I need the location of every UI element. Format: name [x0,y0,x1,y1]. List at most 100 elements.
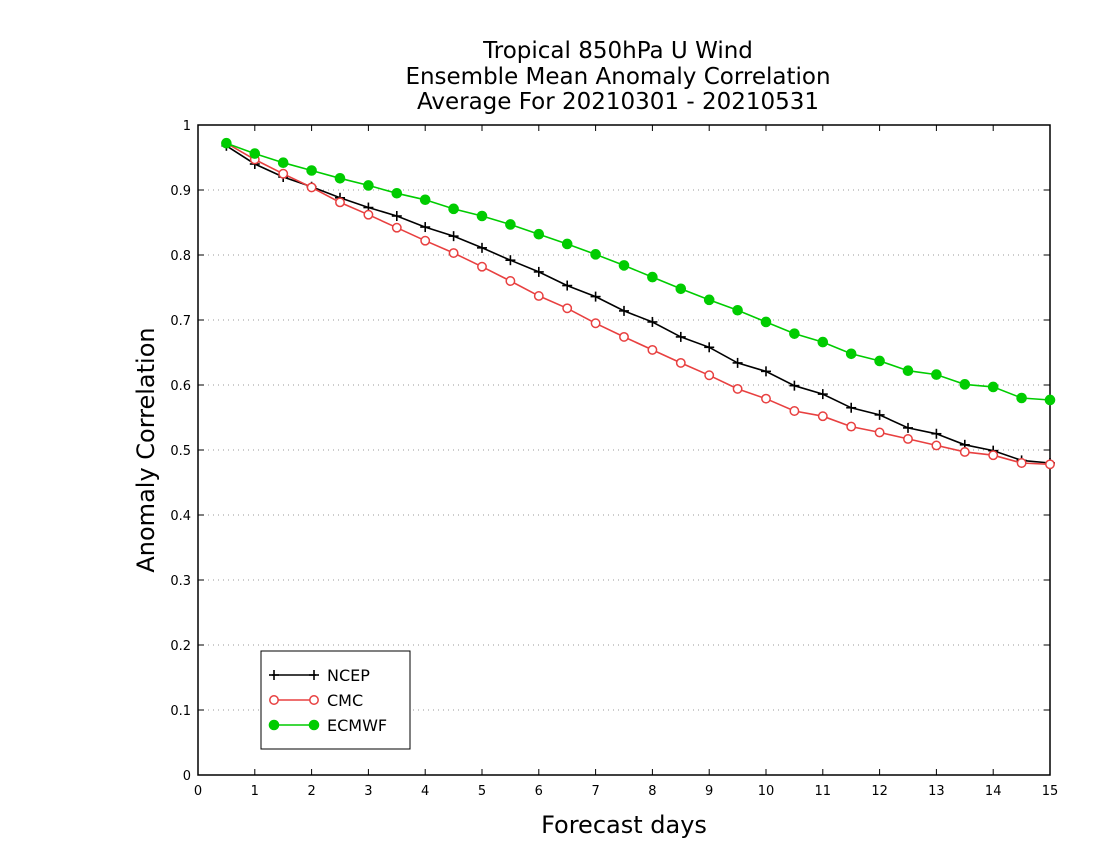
data-point-ncep [505,255,516,266]
x-tick-label: 3 [364,784,372,799]
data-point-ncep [704,342,715,353]
x-tick-label: 15 [1042,784,1059,799]
data-point-ecmwf [561,238,573,250]
title-line-1: Tropical 850hPa U Wind [482,38,753,64]
data-point-cmc [874,427,885,438]
data-point-cmc [1045,459,1055,470]
x-tick-label: 7 [591,784,599,799]
data-point-ecmwf [533,228,545,240]
series-line-cmc [226,142,1051,466]
series-ecmwf [221,137,1056,406]
data-point-cmc [619,331,629,342]
data-point-ncep [675,331,686,342]
y-tick-label: 1 [183,119,191,134]
data-point-ecmwf [419,194,431,206]
legend-marker-ncep [269,670,279,680]
data-point-ecmwf [902,365,914,377]
x-tick-label: 5 [478,784,486,799]
legend-label-ncep: NCEP [327,666,370,685]
data-point-ncep [448,231,459,242]
data-point-cmc [761,393,771,404]
data-point-ecmwf [334,173,346,184]
data-point-cmc [817,411,828,422]
data-point-ecmwf [845,348,857,360]
data-point-cmc [420,235,431,246]
legend-label-ecmwf: ECMWF [327,716,387,735]
data-point-ncep [931,428,942,439]
data-point-ecmwf [987,381,999,393]
y-tick-label: 0.7 [170,314,191,329]
x-tick-label: 13 [928,784,945,799]
data-point-ncep [846,402,857,413]
data-point-ncep [590,291,601,302]
y-tick-label: 0.4 [170,509,191,524]
title-line-3: Average For 20210301 - 20210531 [417,89,819,115]
data-point-cmc [732,383,743,394]
data-point-ecmwf [959,379,971,390]
data-point-cmc [789,406,800,416]
data-point-ecmwf [789,328,800,339]
data-point-ecmwf [306,165,317,176]
title-line-2: Ensemble Mean Anomaly Correlation [405,64,830,90]
data-point-ecmwf [760,316,772,328]
data-point-ecmwf [277,157,289,168]
x-tick-label: 9 [705,784,713,799]
data-point-ecmwf [1044,394,1056,406]
gridlines [198,189,1050,711]
x-tick-label: 14 [985,784,1002,799]
y-tick-label: 0.8 [170,249,191,264]
x-tick-labels: 0 1 2 3 4 5 6 7 8 9 10 11 12 13 14 15 [194,784,1058,799]
y-tick-label: 0.5 [170,444,191,459]
data-point-ncep [562,280,573,291]
x-tick-label: 6 [535,784,543,799]
data-point-cmc [1016,458,1027,468]
data-point-ncep [533,266,544,277]
data-point-cmc [590,318,601,329]
x-tick-label: 11 [815,784,832,799]
data-point-cmc [306,182,317,193]
legend: NCEP CMC ECMWF [260,650,411,750]
data-point-ncep [817,389,828,400]
data-point-ecmwf [391,187,403,199]
data-point-ncep [903,422,913,433]
data-point-cmc [647,344,658,355]
x-tick-label: 0 [194,784,202,799]
data-point-ecmwf [675,283,687,295]
chart-title: Tropical 850hPa U Wind Ensemble Mean Ano… [405,38,830,115]
data-point-ecmwf [476,210,488,222]
data-point-cmc [846,421,857,432]
x-tick-label: 1 [251,784,259,799]
data-point-cmc [477,261,487,272]
data-point-cmc [988,450,999,461]
y-tick-labels: 0 0.1 0.2 0.3 0.4 0.5 0.6 0.7 0.8 0.9 1 [170,119,191,784]
series-line-ecmwf [226,142,1051,401]
data-point-cmc [704,370,715,381]
data-point-ncep [619,305,629,316]
y-axis-label: Anomaly Correlation [132,327,160,572]
data-point-cmc [562,303,573,314]
data-point-ecmwf [1016,392,1027,404]
x-tick-label: 4 [421,784,429,799]
legend-marker-cmc [269,695,279,705]
data-point-ecmwf [732,304,743,316]
legend-marker-ecmwf [268,719,280,731]
legend-marker-cmc [309,695,319,705]
data-point-ecmwf [221,137,232,149]
legend-marker-ncep [309,670,319,680]
data-point-ecmwf [363,180,374,191]
y-tick-label: 0 [183,769,191,784]
data-point-cmc [533,291,544,301]
legend-box [260,650,411,750]
data-point-cmc [959,447,970,457]
y-tick-label: 0.3 [170,574,191,589]
data-point-ecmwf [703,294,715,306]
y-tick-label: 0.6 [170,379,191,394]
data-point-ncep [789,380,800,391]
series [221,137,1056,470]
series-line-ncep [225,145,1051,464]
data-point-ncep [477,242,487,253]
data-point-cmc [278,168,289,179]
data-point-ncep [391,211,402,221]
data-point-ecmwf [448,203,459,215]
data-point-ncep [420,222,431,233]
